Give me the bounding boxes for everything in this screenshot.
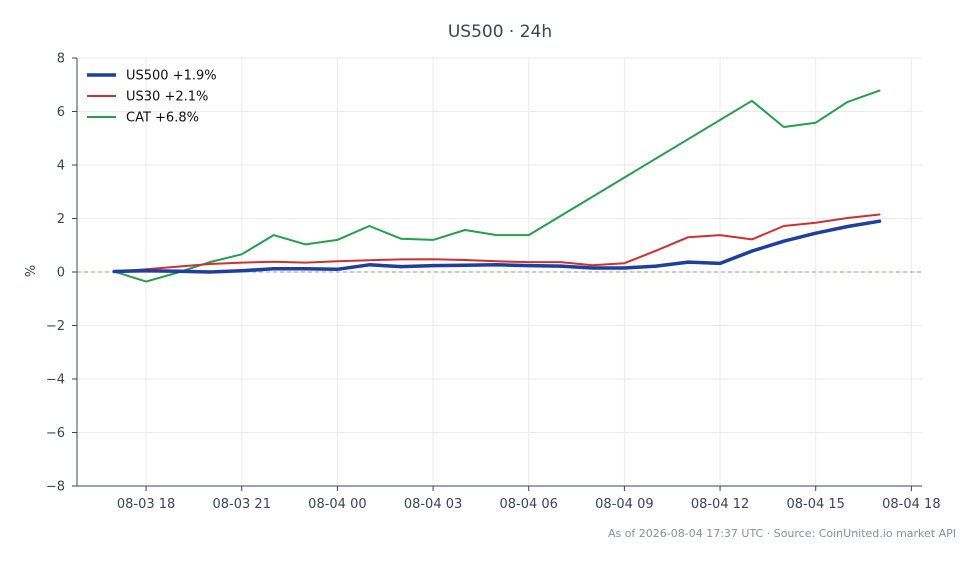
y-tick-label: −6 <box>46 426 65 441</box>
y-tick-label: 0 <box>57 266 65 281</box>
x-tick-label: 08-04 18 <box>882 497 940 512</box>
y-tick-label: 4 <box>57 159 65 174</box>
series-line-us500 <box>112 219 882 274</box>
x-tick-label: 08-04 03 <box>404 497 462 512</box>
legend-label-us30: US30 +2.1% <box>126 90 208 105</box>
series-lines <box>112 89 882 283</box>
footer-source: As of 2026-08-04 17:37 UTC · Source: Coi… <box>608 527 956 540</box>
series-line-cat <box>113 89 881 283</box>
x-axis-ticks: 08-03 18 08-03 21 08-04 00 08-04 03 08-04 06… <box>117 486 941 512</box>
x-tick-label: 08-04 12 <box>691 497 749 512</box>
x-tick-label: 08-04 00 <box>308 497 366 512</box>
y-tick-label: −2 <box>46 319 65 334</box>
y-axis-ticks: −8 −6 −4 −2 0 2 4 6 8 <box>46 52 77 495</box>
x-tick-label: 08-04 06 <box>500 497 558 512</box>
y-tick-label: −4 <box>46 373 65 388</box>
x-tick-label: 08-03 21 <box>213 497 271 512</box>
series-line-us30 <box>113 213 881 273</box>
legend: US500 +1.9% US30 +2.1% CAT +6.8% <box>87 69 217 126</box>
y-tick-label: 6 <box>57 105 65 120</box>
legend-label-cat: CAT +6.8% <box>126 111 199 126</box>
chart-title: US500 · 24h <box>448 22 552 42</box>
x-tick-label: 08-04 15 <box>786 497 844 512</box>
y-tick-label: 2 <box>57 212 65 227</box>
y-tick-label: −8 <box>46 480 65 495</box>
legend-label-us500: US500 +1.9% <box>126 69 217 84</box>
x-tick-label: 08-03 18 <box>117 497 175 512</box>
y-axis-label: % <box>24 265 39 277</box>
x-tick-label: 08-04 09 <box>595 497 653 512</box>
y-tick-label: 8 <box>57 52 65 67</box>
